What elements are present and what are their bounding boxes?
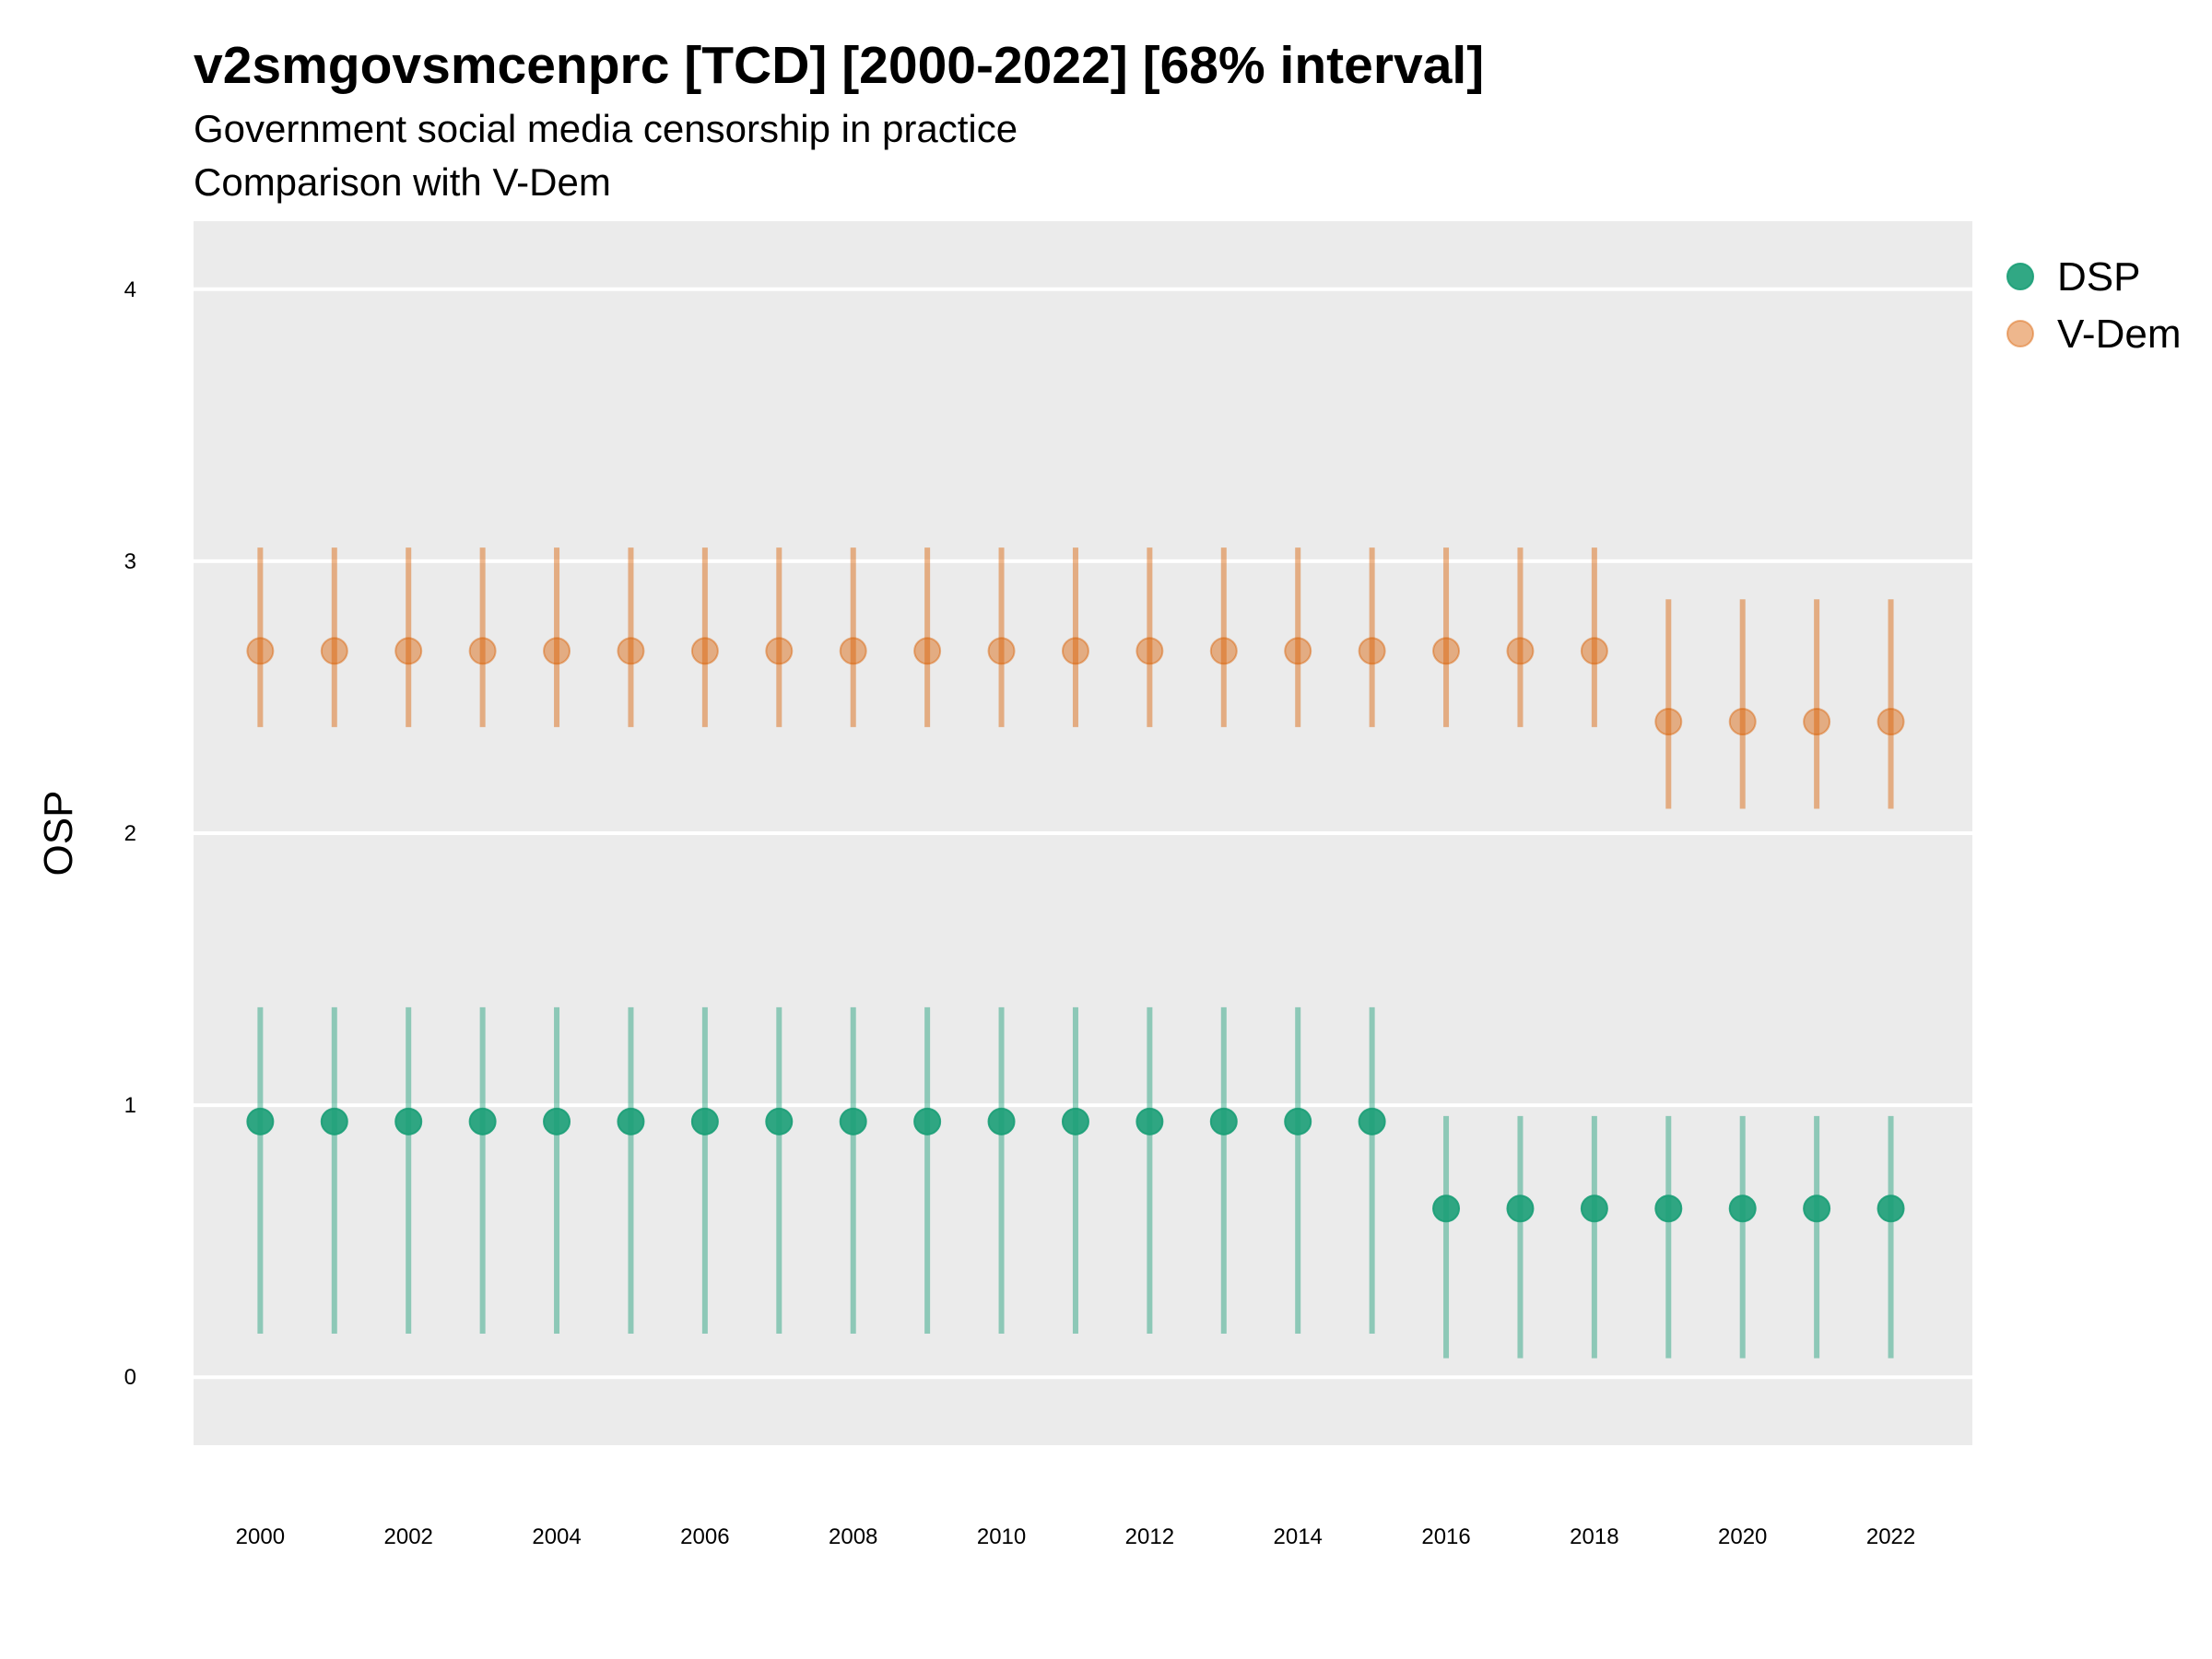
v-dem-point-2018 [1580, 637, 1608, 665]
chart-subtitle: Government social media censorship in pr… [194, 107, 1018, 150]
x-tick-label-2010: 2010 [977, 1524, 1026, 1549]
legend-label-dsp: DSP [2057, 254, 2140, 300]
dsp-point-2008 [839, 1107, 867, 1135]
error-bars [257, 547, 1894, 1359]
v-dem-point-2008 [839, 637, 867, 665]
y-tick-label-2: 2 [124, 821, 136, 846]
grid-lines [194, 287, 1972, 1380]
v-dem-point-2006 [690, 637, 719, 665]
v-dem-point-2000 [246, 637, 275, 665]
v-dem-point-2011 [1061, 637, 1089, 665]
x-tick-label-2014: 2014 [1274, 1524, 1323, 1549]
dsp-point-2005 [617, 1107, 645, 1135]
v-dem-point-2020 [1728, 708, 1757, 736]
dsp-point-2018 [1580, 1194, 1608, 1223]
dsp-point-2016 [1432, 1194, 1461, 1223]
x-tick-label-2002: 2002 [384, 1524, 433, 1549]
legend-key-dsp [2006, 263, 2034, 290]
y-tick-label-3: 3 [124, 549, 136, 574]
v-dem-point-2009 [913, 637, 942, 665]
legend: DSP V-Dem [2006, 254, 2181, 357]
dsp-point-2004 [543, 1107, 571, 1135]
v-dem-point-2005 [617, 637, 645, 665]
dsp-point-2013 [1209, 1107, 1238, 1135]
x-tick-label-2016: 2016 [1421, 1524, 1470, 1549]
v-dem-point-2017 [1506, 637, 1535, 665]
x-tick-label-2004: 2004 [532, 1524, 581, 1549]
v-dem-point-2001 [320, 637, 348, 665]
dsp-point-2010 [987, 1107, 1016, 1135]
chart-caption: Comparison with V-Dem [194, 160, 611, 204]
dsp-point-2000 [246, 1107, 275, 1135]
dsp-point-2011 [1061, 1107, 1089, 1135]
legend-label-v-dem: V-Dem [2057, 312, 2181, 357]
v-dem-point-2003 [468, 637, 497, 665]
x-tick-label-2020: 2020 [1718, 1524, 1767, 1549]
dsp-point-2003 [468, 1107, 497, 1135]
v-dem-point-2019 [1654, 708, 1683, 736]
dsp-point-2020 [1728, 1194, 1757, 1223]
x-tick-label-2008: 2008 [829, 1524, 877, 1549]
x-axis-ticks: 2000 2002 2004 2006 2008 2010 2012 2014 2016 2018… [236, 1524, 1916, 1549]
v-dem-point-2016 [1432, 637, 1461, 665]
y-tick-label-0: 0 [124, 1365, 136, 1390]
dsp-point-2014 [1284, 1107, 1312, 1135]
y-axis-ticks: 0 1 2 3 4 [124, 277, 136, 1390]
y-tick-label-1: 1 [124, 1093, 136, 1118]
v-dem-point-2010 [987, 637, 1016, 665]
x-tick-label-2012: 2012 [1125, 1524, 1174, 1549]
y-tick-label-4: 4 [124, 277, 136, 302]
v-dem-point-2002 [394, 637, 423, 665]
dsp-point-2022 [1877, 1194, 1905, 1223]
dsp-point-2019 [1654, 1194, 1683, 1223]
v-dem-point-2012 [1135, 637, 1164, 665]
dsp-point-2021 [1803, 1194, 1831, 1223]
x-tick-label-2000: 2000 [236, 1524, 285, 1549]
y-axis-label: OSP [36, 791, 81, 877]
dsp-point-2017 [1506, 1194, 1535, 1223]
dsp-point-2015 [1358, 1107, 1386, 1135]
x-tick-label-2022: 2022 [1866, 1524, 1915, 1549]
v-dem-point-2021 [1803, 708, 1831, 736]
v-dem-point-2007 [765, 637, 794, 665]
dsp-point-2007 [765, 1107, 794, 1135]
v-dem-point-2004 [543, 637, 571, 665]
v-dem-point-2013 [1209, 637, 1238, 665]
v-dem-point-2022 [1877, 708, 1905, 736]
dsp-point-2006 [690, 1107, 719, 1135]
chart-title: v2smgovsmcenprc [TCD] [2000-2022] [68% i… [194, 36, 1485, 95]
data-points [246, 637, 1905, 1223]
v-dem-point-2014 [1284, 637, 1312, 665]
dsp-point-2002 [394, 1107, 423, 1135]
v-dem-point-2015 [1358, 637, 1386, 665]
x-tick-label-2018: 2018 [1570, 1524, 1618, 1549]
dsp-point-2001 [320, 1107, 348, 1135]
legend-key-v-dem [2006, 320, 2034, 347]
dsp-point-2012 [1135, 1107, 1164, 1135]
dsp-point-2009 [913, 1107, 942, 1135]
x-tick-label-2006: 2006 [680, 1524, 729, 1549]
